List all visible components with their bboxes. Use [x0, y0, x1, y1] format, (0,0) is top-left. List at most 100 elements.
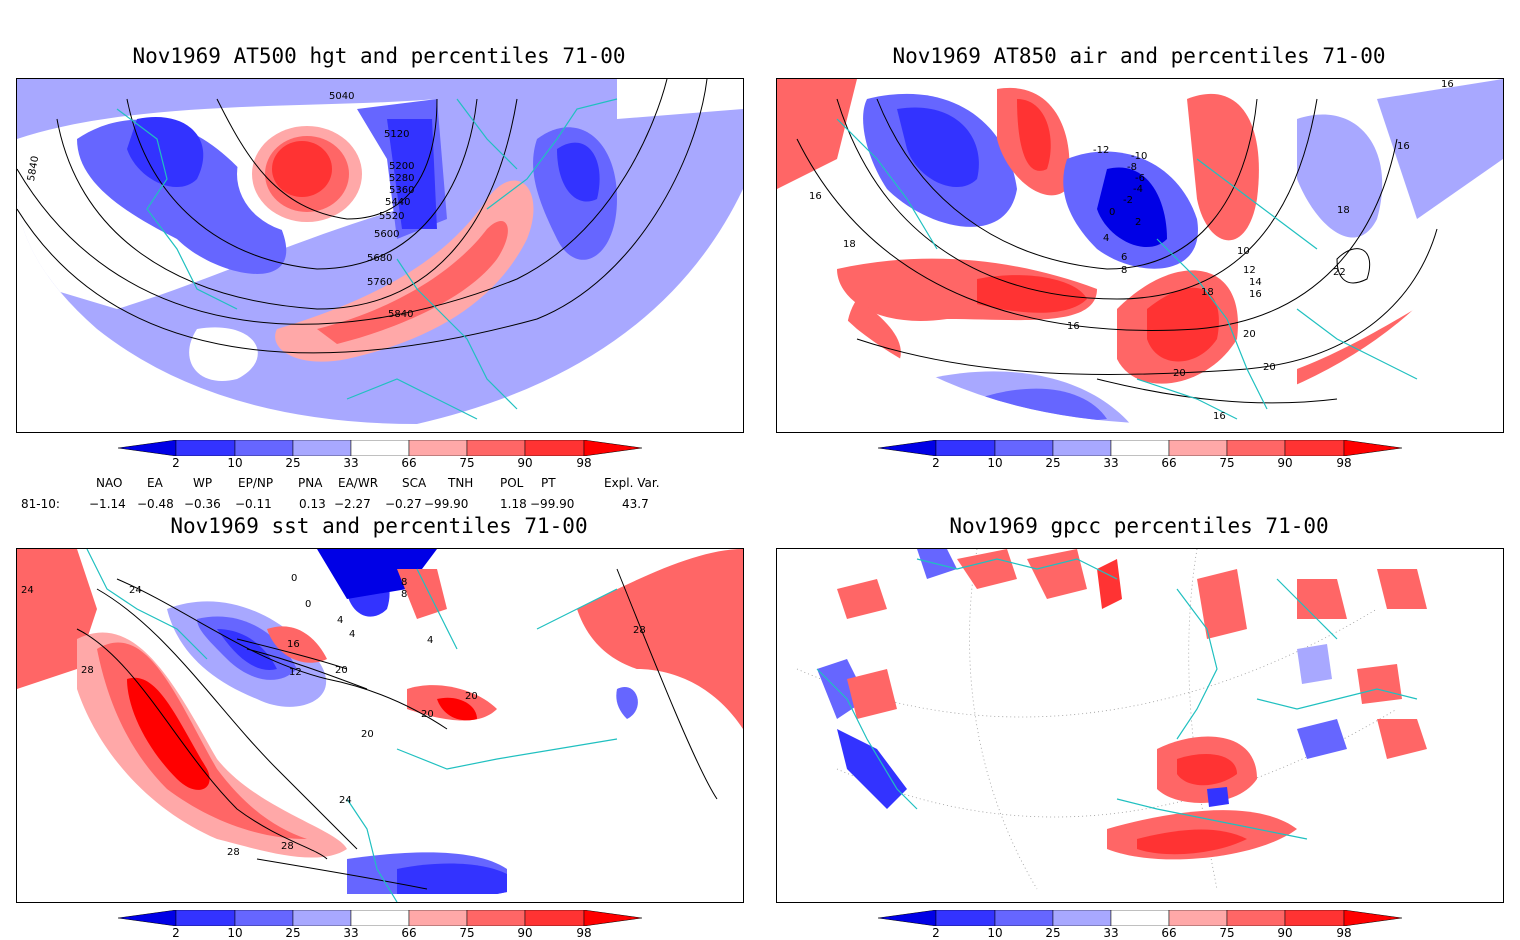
contour-label: 16 [1397, 141, 1410, 152]
contour-label: 5360 [389, 185, 414, 196]
colorbar-sst: 2 10 25 33 66 75 90 98 [117, 909, 643, 940]
map-panel-gpcc [776, 548, 1504, 903]
colorbar-tick-label: 10 [227, 926, 243, 940]
colorbar-tick-label: 75 [459, 456, 475, 470]
colorbar-segment [583, 909, 643, 927]
colorbar-segment [117, 439, 177, 457]
colorbar-tick-label: 90 [1277, 926, 1293, 940]
colorbar-tick-label: 25 [1045, 926, 1061, 940]
contour-label: -6 [1135, 173, 1145, 184]
colorbar-segment [1226, 909, 1286, 927]
contour-label: 4 [427, 635, 433, 646]
contour-label: 5280 [389, 173, 414, 184]
colorbar-tick-label: 98 [1336, 926, 1352, 940]
contour-label: -10 [1131, 151, 1147, 162]
colorbar-segment [1343, 439, 1403, 457]
contour-label: 24 [339, 795, 352, 806]
contour-label: 12 [1243, 265, 1256, 276]
index-header: WP [193, 476, 213, 490]
colorbar-tick-label: 25 [1045, 456, 1061, 470]
contour-label: 28 [81, 665, 94, 676]
colorbar-segment [350, 909, 410, 927]
contour-label: 5840 [26, 155, 41, 182]
contour-label: -2 [1123, 195, 1133, 206]
contour-label: 28 [281, 841, 294, 852]
contour-label: 5200 [389, 161, 414, 172]
contour-label: 24 [129, 585, 142, 596]
colorbar-segment [292, 439, 352, 457]
colorbar-tick-label: 2 [932, 926, 940, 940]
contour-label: -12 [1093, 145, 1109, 156]
colorbar-tick-label: 33 [1103, 926, 1119, 940]
index-header: EA [147, 476, 163, 490]
colorbar-segment [292, 909, 352, 927]
contour-label: 5120 [384, 129, 409, 140]
colorbar-segment [175, 439, 236, 457]
colorbar-tick-label: 90 [517, 926, 533, 940]
panel-title-sst: Nov1969 sst and percentiles 71-00 [170, 514, 588, 538]
index-value: −0.27 [385, 497, 422, 511]
colorbar-tick-label: 10 [987, 926, 1003, 940]
colorbar-segment [524, 909, 585, 927]
index-value: 43.7 [622, 497, 649, 511]
contour-label: 0 [291, 573, 297, 584]
contour-label: 5680 [367, 253, 392, 264]
colorbar-segment [583, 439, 643, 457]
contour-label: 10 [1237, 246, 1250, 257]
contour-label: 14 [1249, 277, 1262, 288]
colorbar-tick-label: 66 [401, 456, 417, 470]
contour-label: 18 [1337, 205, 1350, 216]
contour-label: 18 [843, 239, 856, 250]
colorbar-tick-label: 10 [987, 456, 1003, 470]
contour-label: 16 [1067, 321, 1080, 332]
colorbar-segment [234, 439, 294, 457]
contour-label: 20 [1263, 362, 1276, 373]
contour-label: 16 [1249, 289, 1262, 300]
colorbar-tick-label: 33 [343, 456, 359, 470]
contour-label: 18 [1201, 287, 1214, 298]
colorbar-tick-label: 25 [285, 926, 301, 940]
contour-label: -4 [1133, 184, 1143, 195]
colorbar-tick-label: 33 [1103, 456, 1119, 470]
panel-title-hgt500: Nov1969 AT500 hgt and percentiles 71-00 [132, 44, 626, 68]
contour-label: 20 [1243, 329, 1256, 340]
colorbar-tick-label: 75 [459, 926, 475, 940]
contour-label: 8 [401, 577, 407, 588]
contour-label: 8 [401, 589, 407, 600]
colorbar-segment [466, 909, 526, 927]
index-row-label: 81-10: [21, 497, 60, 511]
index-value: −1.14 [89, 497, 126, 511]
contour-label: 5760 [367, 277, 392, 288]
colorbar-segment [1284, 439, 1345, 457]
index-value: 1.18 [500, 497, 527, 511]
contour-label: 4 [337, 615, 343, 626]
contour-label: 20 [335, 665, 348, 676]
index-header: EA/WR [338, 476, 379, 490]
colorbar-segment [877, 439, 937, 457]
colorbar-tick-label: 98 [576, 456, 592, 470]
colorbar-segment [1226, 439, 1286, 457]
colorbar-tick-label: 2 [932, 456, 940, 470]
contour-label: 4 [1103, 233, 1109, 244]
contour-label: 5440 [385, 197, 410, 208]
index-header: PT [541, 476, 556, 490]
colorbar-tick-label: 75 [1219, 926, 1235, 940]
contour-label: 0 [1109, 207, 1115, 218]
colorbar-segment [1168, 909, 1228, 927]
contour-label: 22 [1333, 267, 1346, 278]
contour-label: 20 [465, 691, 478, 702]
index-value: −0.36 [184, 497, 221, 511]
contour-label: 8 [1121, 265, 1127, 276]
contour-label: 20 [361, 729, 374, 740]
contour-label: 5520 [379, 211, 404, 222]
colorbar-segment [1052, 909, 1112, 927]
colorbar-tick-label: 90 [1277, 456, 1293, 470]
colorbar-segment [117, 909, 177, 927]
index-value: −0.48 [137, 497, 174, 511]
colorbar-segment [935, 909, 996, 927]
index-value: −0.11 [235, 497, 272, 511]
colorbar-segment [877, 909, 937, 927]
index-value: −2.27 [334, 497, 371, 511]
contour-label: 16 [1213, 411, 1226, 422]
colorbar-segment [524, 439, 585, 457]
